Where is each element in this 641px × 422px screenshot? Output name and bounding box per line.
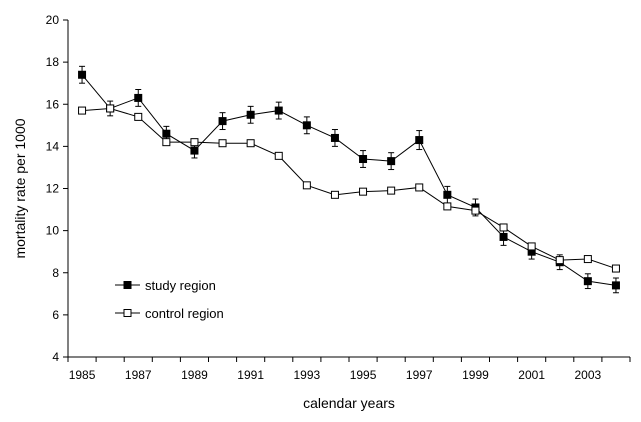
- x-tick-label: 1987: [125, 368, 152, 382]
- data-point: [387, 186, 396, 195]
- series-study-region: [78, 65, 620, 294]
- x-tick-label: 1993: [293, 368, 320, 382]
- x-tick-label: 1989: [181, 368, 208, 382]
- data-point: [583, 255, 592, 264]
- data-point: [415, 183, 424, 192]
- data-point: [162, 129, 171, 138]
- data-point: [134, 112, 143, 121]
- x-tick-label: 2003: [574, 368, 601, 382]
- x-tick-label: 1999: [462, 368, 489, 382]
- data-point: [134, 93, 143, 102]
- y-axis-title: mortality rate per 1000: [12, 118, 28, 258]
- y-tick-label: 12: [46, 182, 60, 196]
- y-tick-label: 20: [46, 13, 60, 27]
- legend-marker: [123, 309, 132, 317]
- x-tick-label: 2001: [518, 368, 545, 382]
- data-point: [218, 139, 227, 148]
- y-tick-label: 18: [46, 55, 60, 69]
- data-point: [415, 136, 424, 145]
- axes: 4 6 8 10 12 14 16 18 20 1985 1987 1989 1991 1993 1995…: [46, 13, 631, 382]
- y-tick-label: 14: [46, 139, 60, 153]
- legend: study region control region: [115, 278, 224, 321]
- x-axis-title: calendar years: [303, 395, 395, 411]
- plot-area: [78, 65, 620, 294]
- data-point: [78, 106, 87, 115]
- data-point: [330, 133, 339, 142]
- data-point: [443, 202, 452, 211]
- x-tick-label: 1995: [350, 368, 377, 382]
- data-point: [359, 155, 368, 164]
- data-point: [330, 190, 339, 199]
- x-ticks: 1985 1987 1989 1991 1993 1995 1997 1999 2001 2003: [67, 357, 631, 382]
- legend-label: study region: [145, 278, 216, 293]
- series-line: [82, 107, 617, 270]
- data-point: [611, 281, 620, 290]
- legend-label: control region: [145, 306, 224, 321]
- x-tick-label: 1985: [69, 368, 96, 382]
- data-point: [162, 138, 171, 147]
- data-point: [499, 232, 508, 241]
- data-point: [471, 206, 480, 215]
- y-ticks: 4 6 8 10 12 14 16 18 20: [46, 13, 68, 364]
- y-tick-label: 8: [52, 266, 59, 280]
- data-point: [443, 190, 452, 199]
- y-tick-label: 6: [52, 308, 59, 322]
- data-point: [218, 117, 227, 126]
- y-tick-label: 4: [52, 350, 59, 364]
- data-point: [106, 104, 115, 113]
- data-point: [611, 264, 620, 273]
- series-line: [81, 74, 617, 286]
- data-point: [190, 138, 199, 147]
- data-point: [583, 277, 592, 286]
- y-tick-label: 10: [46, 224, 60, 238]
- legend-marker: [123, 281, 132, 289]
- data-point: [499, 223, 508, 232]
- data-point: [78, 70, 87, 79]
- data-point: [359, 187, 368, 196]
- x-tick-label: 1997: [406, 368, 433, 382]
- y-tick-label: 16: [46, 97, 60, 111]
- data-point: [190, 146, 199, 155]
- data-point: [387, 157, 396, 166]
- data-point: [302, 121, 311, 130]
- data-point: [555, 256, 564, 265]
- series-control-region: [78, 104, 620, 273]
- data-point: [274, 106, 283, 115]
- data-point: [527, 242, 536, 251]
- data-point: [274, 151, 283, 160]
- x-tick-label: 1991: [237, 368, 264, 382]
- data-point: [302, 181, 311, 190]
- data-point: [246, 110, 255, 119]
- data-point: [246, 139, 255, 148]
